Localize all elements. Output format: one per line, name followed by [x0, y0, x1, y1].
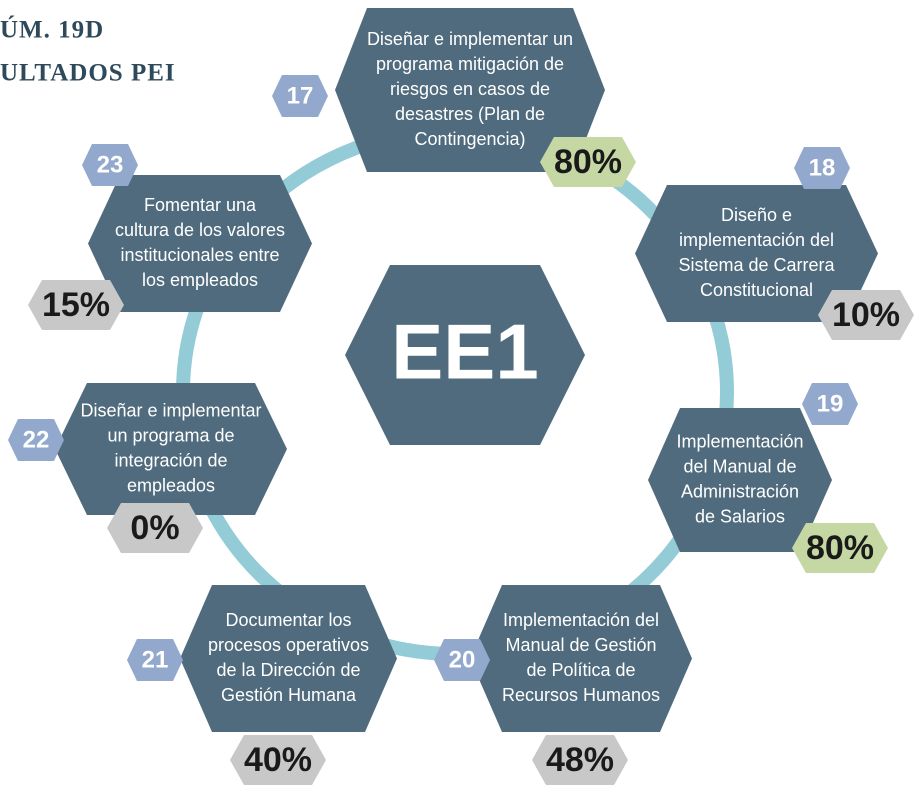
number-badge [434, 639, 490, 681]
node-hexagon [635, 185, 878, 322]
node-percent: 40% [244, 741, 312, 779]
node-label: Gestión Humana [221, 685, 357, 705]
node-number: 19 [817, 390, 844, 417]
node-label: implementación del [679, 230, 834, 250]
node-label: los empleados [142, 270, 258, 290]
node-percent: 80% [554, 143, 622, 181]
node-label: desastres (Plan de [395, 104, 545, 124]
center-hexagon [345, 265, 585, 445]
node-label: Administración [681, 481, 799, 501]
node-hexagon [55, 383, 287, 515]
node-percent: 10% [832, 296, 900, 334]
percent-badge [540, 137, 636, 187]
node-label: de la Dirección de [216, 660, 360, 680]
node-number: 23 [97, 151, 124, 178]
node-label: del Manual de [683, 456, 796, 476]
node-label: integración de [114, 450, 227, 470]
percent-badge [532, 735, 628, 785]
node-number: 18 [809, 154, 836, 181]
node-label: de Política de [526, 660, 635, 680]
header-line: ÚM. 19D [0, 16, 104, 44]
node-hexagon [648, 408, 832, 552]
percent-badge [818, 290, 914, 340]
node-number: 21 [142, 646, 169, 673]
node-hexagon [470, 585, 692, 732]
node-label: un programa de [107, 425, 234, 445]
node-hexagon [335, 8, 605, 172]
node-label: Sistema de Carrera [678, 255, 835, 275]
node-hexagon [180, 585, 397, 732]
percent-badge [107, 503, 203, 553]
node-label: Constitucional [700, 280, 813, 300]
node-hexagon [88, 175, 312, 312]
percent-badge [230, 735, 326, 785]
node-number: 20 [449, 646, 476, 673]
node-label: empleados [127, 475, 215, 495]
node-label: Implementación [676, 431, 803, 451]
node-label: Recursos Humanos [502, 685, 660, 705]
node-number: 22 [23, 426, 50, 453]
node-label: Contingencia) [414, 129, 525, 149]
node-label: institucionales entre [120, 245, 279, 265]
node-label: Diseñar e implementar [80, 400, 261, 420]
node-label: Diseñar e implementar un [367, 29, 573, 49]
node-label: Fomentar una [144, 195, 257, 215]
node-label: procesos operativos [208, 635, 369, 655]
number-badge [127, 639, 183, 681]
number-badge [802, 383, 858, 425]
number-badge [8, 419, 64, 461]
percent-badge [28, 280, 124, 330]
node-label: Diseño e [721, 205, 792, 225]
node-percent: 15% [42, 286, 110, 324]
node-percent: 80% [806, 529, 874, 567]
node-percent: 0% [130, 509, 179, 547]
node-label: Documentar los [225, 610, 351, 630]
node-number: 17 [287, 82, 314, 109]
node-label: riesgos en casos de [390, 79, 550, 99]
number-badge [272, 75, 328, 117]
percent-badge [792, 523, 888, 573]
node-label: programa mitigación de [376, 54, 564, 74]
number-badge [794, 147, 850, 189]
number-badge [82, 144, 138, 186]
node-label: cultura de los valores [115, 220, 285, 240]
node-label: Manual de Gestión [505, 635, 656, 655]
header-line: ULTADOS PEI [0, 60, 176, 87]
node-percent: 48% [546, 741, 614, 779]
node-label: Implementación del [503, 610, 659, 630]
node-label: de Salarios [695, 506, 785, 526]
center-label: EE1 [391, 308, 538, 396]
